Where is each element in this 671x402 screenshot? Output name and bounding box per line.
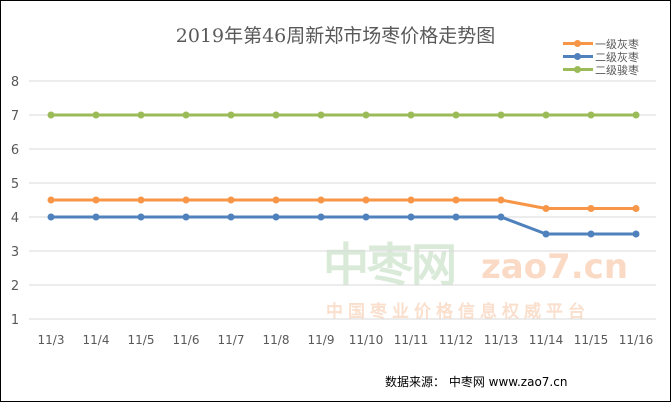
data-point [182,196,190,204]
legend-marker [563,40,593,47]
series-line [51,215,636,236]
data-point [362,196,370,204]
data-point [227,196,235,204]
x-tick-label: 11/16 [619,333,654,347]
legend-marker [563,66,593,73]
data-point [182,111,190,119]
x-tick-label: 11/15 [574,333,609,347]
x-tick-label: 11/12 [439,333,474,347]
data-point [227,111,235,119]
x-tick-label: 11/8 [263,333,290,347]
x-tick-label: 11/14 [529,333,564,347]
legend: 一级灰枣 二级灰枣 二级骏枣 [563,37,639,77]
legend-item: 一级灰枣 [563,37,639,51]
data-point [497,213,505,221]
series-line [51,198,636,210]
legend-label: 二级灰枣 [595,50,639,64]
data-point [272,196,280,204]
data-point [362,111,370,119]
data-source: 数据来源： 中枣网 www.zao7.cn [385,375,568,389]
data-point [137,111,145,119]
data-point [542,230,550,238]
x-tick-label: 11/9 [308,333,335,347]
data-point [137,196,145,204]
data-point [92,213,100,221]
x-tick-label: 11/6 [173,333,200,347]
legend-item: 二级灰枣 [563,50,639,64]
data-point [227,213,235,221]
y-tick-label: 7 [11,109,19,124]
watermark-slogan: 中国枣业价格信息权威平台 [326,302,590,322]
data-point [47,196,55,204]
data-point [317,213,325,221]
data-point [407,213,415,221]
x-tick-label: 11/10 [349,333,384,347]
data-point [542,205,550,212]
data-point [542,111,550,119]
legend-marker [563,53,593,60]
y-tick-label: 5 [11,177,19,192]
chart-title: 2019年第46周新郑市场枣价格走势图 [175,25,496,47]
legend-label: 二级骏枣 [595,63,639,77]
data-point [137,213,145,221]
data-point [407,196,415,204]
data-point [632,111,640,119]
x-tick-label: 11/4 [83,333,110,347]
data-point [407,111,415,119]
y-tick-label: 8 [11,75,19,90]
data-point [317,111,325,119]
y-tick-label: 6 [11,143,19,158]
data-point [452,111,460,119]
watermark-domain: zao7.cn [481,247,629,287]
x-tick-label: 11/3 [38,333,65,347]
data-point [272,213,280,221]
data-point [632,205,640,212]
data-point [362,213,370,221]
data-point [317,196,325,204]
data-point [92,196,100,204]
data-point [587,111,595,119]
data-point [452,213,460,221]
data-point [452,196,460,204]
data-point [497,196,505,204]
x-tick-label: 11/11 [394,333,429,347]
data-point [497,111,505,119]
data-point [47,213,55,221]
x-tick-label: 11/7 [218,333,245,347]
data-point [587,230,595,238]
data-point [92,111,100,119]
data-point [47,111,55,119]
x-tick-label: 11/13 [484,333,519,347]
data-point [632,230,640,238]
y-tick-label: 4 [11,211,19,226]
legend-label: 一级灰枣 [595,37,639,51]
data-point [182,213,190,221]
data-point [587,205,595,212]
x-tick-label: 11/5 [128,333,155,347]
y-tick-label: 1 [11,313,19,328]
data-point [272,111,280,119]
legend-item: 二级骏枣 [563,63,639,77]
y-tick-label: 2 [11,279,19,294]
y-tick-label: 3 [11,245,19,260]
watermark-brand: 中枣网 [323,238,457,292]
